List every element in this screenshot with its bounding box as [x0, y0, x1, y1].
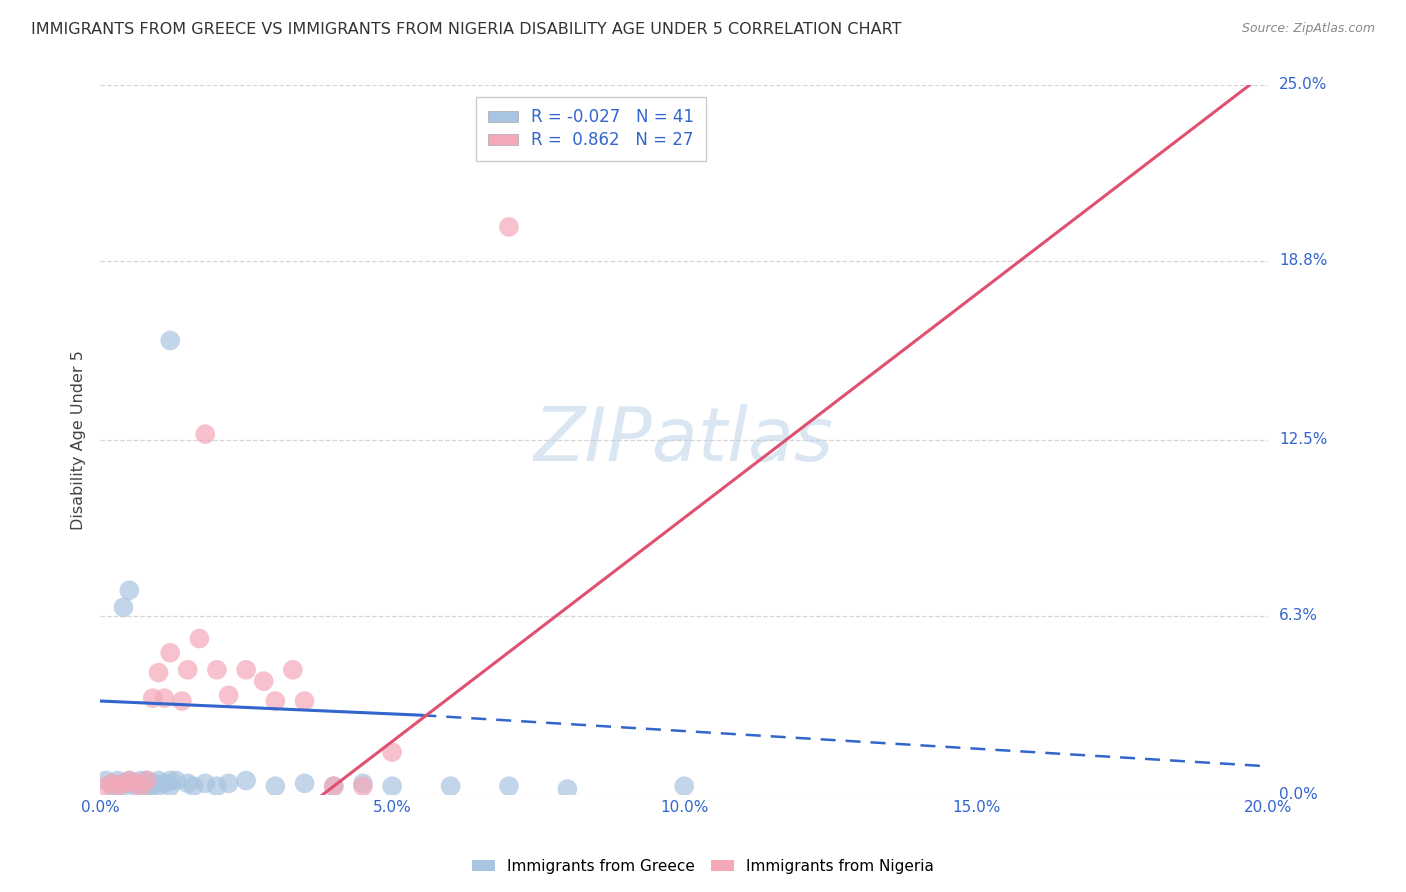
Point [205, 779, 228, 793]
Point [129, 776, 152, 790]
Point [107, 779, 129, 793]
Point [439, 779, 461, 793]
Point [381, 745, 404, 759]
Point [557, 782, 579, 797]
Point [148, 773, 170, 788]
Point [294, 694, 316, 708]
Point [205, 663, 228, 677]
Point [218, 776, 240, 790]
Point [322, 779, 344, 793]
Point [218, 689, 240, 703]
Point [124, 776, 146, 790]
Point [159, 773, 181, 788]
Point [322, 779, 344, 793]
Point [112, 776, 135, 790]
Point [194, 776, 217, 790]
Point [135, 773, 157, 788]
Point [118, 583, 141, 598]
Point [101, 776, 124, 790]
Point [177, 663, 200, 677]
Point [294, 776, 316, 790]
Text: 6.3%: 6.3% [1279, 608, 1319, 624]
Point [107, 779, 129, 793]
Point [129, 779, 152, 793]
Point [235, 773, 257, 788]
Point [148, 779, 170, 793]
Point [264, 694, 287, 708]
Text: 12.5%: 12.5% [1279, 433, 1327, 447]
Point [194, 427, 217, 442]
Text: IMMIGRANTS FROM GREECE VS IMMIGRANTS FROM NIGERIA DISABILITY AGE UNDER 5 CORRELA: IMMIGRANTS FROM GREECE VS IMMIGRANTS FRO… [31, 22, 901, 37]
Point [352, 779, 374, 793]
Text: 25.0%: 25.0% [1279, 78, 1327, 93]
Point [183, 779, 205, 793]
Point [188, 632, 211, 646]
Point [118, 776, 141, 790]
Point [135, 779, 157, 793]
Point [264, 779, 287, 793]
Point [170, 694, 193, 708]
Point [94, 773, 117, 788]
Point [381, 779, 404, 793]
Text: 18.8%: 18.8% [1279, 253, 1327, 268]
Point [498, 219, 520, 234]
Point [142, 691, 165, 706]
Point [498, 779, 520, 793]
Point [118, 773, 141, 788]
Point [112, 600, 135, 615]
Point [101, 776, 124, 790]
Text: Source: ZipAtlas.com: Source: ZipAtlas.com [1241, 22, 1375, 36]
Point [124, 779, 146, 793]
Point [281, 663, 304, 677]
Point [153, 691, 176, 706]
Point [124, 776, 146, 790]
Text: 0.0%: 0.0% [1279, 788, 1317, 802]
Legend: Immigrants from Greece, Immigrants from Nigeria: Immigrants from Greece, Immigrants from … [467, 853, 939, 880]
Point [101, 779, 124, 793]
Point [135, 773, 157, 788]
Point [165, 773, 187, 788]
Point [673, 779, 696, 793]
Point [159, 334, 181, 348]
Point [153, 776, 176, 790]
Point [129, 773, 152, 788]
Point [112, 776, 135, 790]
Point [142, 776, 165, 790]
Point [177, 776, 200, 790]
Point [253, 674, 276, 689]
Point [159, 646, 181, 660]
Text: ZIPatlas: ZIPatlas [534, 404, 834, 475]
Point [118, 773, 141, 788]
Point [94, 779, 117, 793]
Point [107, 773, 129, 788]
Point [148, 665, 170, 680]
Point [159, 779, 181, 793]
Point [112, 779, 135, 793]
Point [235, 663, 257, 677]
Point [352, 776, 374, 790]
Legend: R = -0.027   N = 41, R =  0.862   N = 27: R = -0.027 N = 41, R = 0.862 N = 27 [475, 97, 706, 161]
Point [142, 779, 165, 793]
Y-axis label: Disability Age Under 5: Disability Age Under 5 [72, 350, 86, 530]
